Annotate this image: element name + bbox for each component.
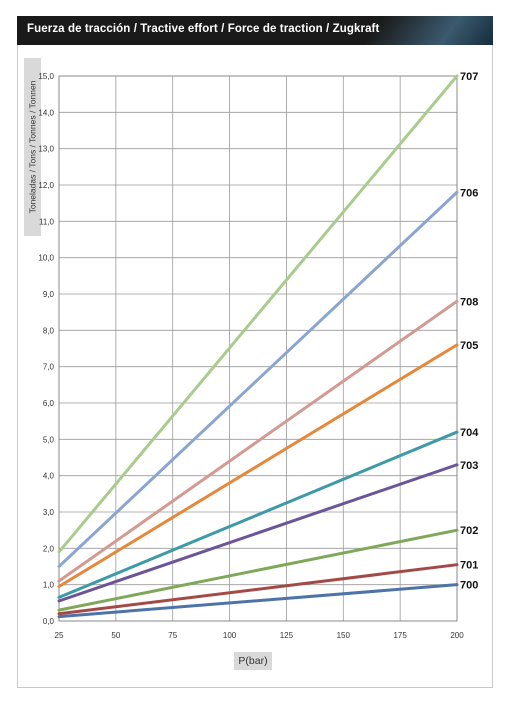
y-tick-label: 11,0 [39, 217, 55, 226]
x-tick-label: 175 [393, 631, 407, 640]
y-axis-label-box [24, 58, 41, 236]
x-tick-label: 125 [280, 631, 294, 640]
y-tick-label: 7,0 [43, 363, 55, 372]
series-label-704: 704 [460, 427, 479, 439]
y-tick-label: 1,0 [43, 581, 55, 590]
y-tick-label: 15,0 [38, 72, 54, 81]
header-title: Fuerza de tracción / Tractive effort / F… [27, 23, 380, 35]
y-tick-label: 6,0 [43, 399, 55, 408]
y-tick-label: 4,0 [43, 472, 55, 481]
series-label-701: 701 [460, 560, 478, 572]
y-tick-label: 9,0 [43, 290, 55, 299]
series-label-705: 705 [460, 340, 478, 352]
x-tick-label: 100 [223, 631, 237, 640]
series-line-708 [57, 299, 459, 583]
series-line-704 [57, 430, 459, 599]
x-tick-label: 150 [337, 631, 351, 640]
series-line-700 [57, 583, 459, 619]
x-tick-label: 200 [450, 631, 464, 640]
series-line-701 [57, 563, 459, 616]
x-tick-label: 75 [168, 631, 177, 640]
series-line-702 [57, 528, 459, 612]
x-tick-label: 50 [111, 631, 120, 640]
series-label-708: 708 [460, 296, 478, 308]
series-label-702: 702 [460, 525, 478, 537]
series-label-707: 707 [460, 71, 478, 83]
series-line-703 [57, 463, 459, 603]
y-tick-label: 8,0 [43, 326, 55, 335]
y-tick-label: 2,0 [43, 544, 55, 553]
series-line-705 [57, 343, 459, 588]
series-line-706 [57, 190, 459, 568]
header-bar: Fuerza de tracción / Tractive effort / F… [17, 16, 493, 45]
y-tick-label: 5,0 [43, 435, 55, 444]
series-label-703: 703 [460, 460, 478, 472]
y-tick-label: 10,0 [38, 254, 54, 263]
y-tick-label: 13,0 [38, 145, 54, 154]
y-tick-label: 12,0 [38, 181, 54, 190]
y-tick-label: 3,0 [43, 508, 55, 517]
y-tick-label: 0,0 [43, 617, 55, 626]
plot-area-border [58, 75, 458, 622]
x-tick-label: 25 [55, 631, 64, 640]
y-tick-label: 14,0 [38, 108, 54, 117]
x-axis-label: P(bar) [234, 652, 272, 670]
series-label-706: 706 [460, 187, 478, 199]
series-line-707 [57, 74, 459, 554]
series-label-700: 700 [460, 580, 478, 592]
